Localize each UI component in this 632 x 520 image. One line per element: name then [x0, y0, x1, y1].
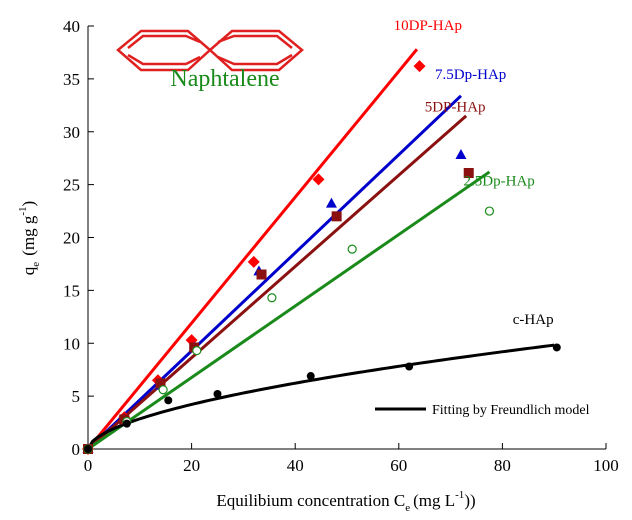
y-tick-label: 40 — [63, 17, 80, 36]
y-tick-label: 25 — [63, 176, 80, 195]
data-point — [463, 167, 474, 178]
legend-label: Fitting by Freundlich model — [432, 403, 590, 418]
data-point — [312, 173, 325, 186]
data-point — [455, 149, 467, 160]
data-point — [192, 346, 202, 356]
series-label: 7.5Dp-HAp — [435, 67, 506, 83]
y-tick-label: 30 — [63, 123, 80, 142]
series-labels: 10DP-HAp 7.5Dp-HAp 5DP-HAp 2.5Dp-HAp c-HAp — [394, 18, 554, 328]
data-point — [158, 385, 168, 395]
x-tick-label: 60 — [390, 456, 407, 475]
data-point — [267, 293, 277, 303]
y-tick-label: 35 — [63, 70, 80, 89]
x-tick-label: 40 — [287, 456, 304, 475]
x-tick-label: 20 — [183, 456, 200, 475]
axes — [87, 26, 606, 450]
fit-line — [87, 170, 491, 451]
inset-label: Naphtalene — [170, 66, 279, 92]
data-point — [484, 206, 495, 216]
fit-line — [86, 94, 462, 451]
series-label: c-HAp — [513, 312, 554, 328]
data-point — [325, 197, 337, 208]
data-point — [347, 244, 357, 254]
x-ticks: 0 20 40 60 80 100 — [84, 443, 619, 475]
data-point — [405, 362, 414, 371]
data-point — [122, 419, 131, 428]
data-point — [213, 390, 222, 399]
data-point — [413, 60, 426, 73]
data-point — [247, 255, 260, 268]
data-point — [256, 269, 267, 280]
legend: Fitting by Freundlich model — [375, 403, 590, 418]
x-tick-label: 0 — [84, 456, 93, 475]
y-tick-label: 20 — [63, 229, 80, 248]
x-tick-label: 80 — [494, 456, 511, 475]
data-point — [84, 445, 92, 453]
fit-line — [86, 48, 419, 450]
fit-curve — [86, 343, 555, 450]
series-label: 2.5Dp-HAp — [464, 174, 535, 190]
data-markers — [82, 60, 561, 455]
data-point — [331, 211, 342, 222]
series-label: 10DP-HAp — [394, 18, 462, 34]
x-tick-label: 100 — [593, 456, 619, 475]
naphthalene-structure-icon — [116, 29, 304, 72]
y-tick-label: 10 — [63, 334, 80, 353]
y-tick-label: 5 — [72, 387, 81, 406]
y-tick-label: 15 — [63, 281, 80, 300]
y-axis-title: qe(mg g-1) — [17, 201, 42, 275]
data-point — [552, 343, 561, 352]
y-ticks: 0 5 10 15 20 25 30 35 40 — [63, 17, 94, 459]
y-tick-label: 0 — [72, 440, 81, 459]
data-point — [306, 372, 315, 381]
fit-line — [87, 114, 468, 451]
series-label: 5DP-HAp — [425, 100, 486, 116]
x-axis-title: Equilibium concentration Ce (mg L-1)) — [216, 489, 475, 514]
data-point — [155, 378, 166, 389]
fit-lines — [86, 48, 555, 451]
data-point — [164, 396, 173, 405]
